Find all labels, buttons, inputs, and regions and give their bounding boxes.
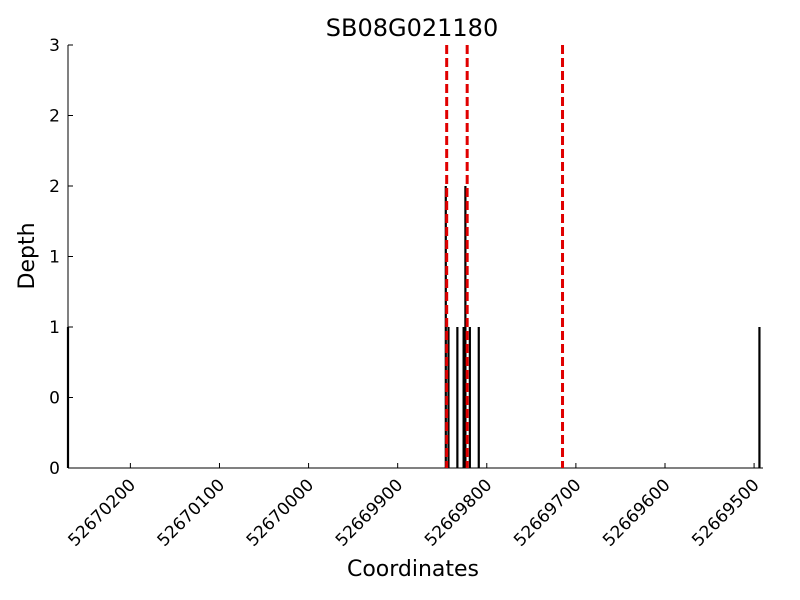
- x-tick-label: 52670100: [154, 475, 229, 550]
- x-tick-label: 52669900: [332, 475, 407, 550]
- y-axis-label: Depth: [15, 222, 40, 289]
- y-tick-label: 3: [49, 36, 60, 56]
- y-tick-label: 0: [49, 389, 60, 409]
- y-tick-label: 1: [49, 318, 60, 338]
- x-tick-label: 52669500: [688, 475, 763, 550]
- x-tick-label: 52670000: [243, 475, 318, 550]
- x-tick-label: 52669700: [510, 475, 585, 550]
- y-tick-label: 2: [49, 177, 60, 197]
- y-tick-label: 1: [49, 248, 60, 268]
- x-axis-label: Coordinates: [347, 557, 479, 582]
- x-tick-label: 52669600: [599, 475, 674, 550]
- x-tick-label: 52669800: [421, 475, 496, 550]
- y-tick-label: 0: [49, 459, 60, 479]
- x-tick-label: 52670200: [65, 475, 140, 550]
- y-tick-label: 2: [49, 107, 60, 127]
- chart-title: SB08G021180: [326, 14, 498, 42]
